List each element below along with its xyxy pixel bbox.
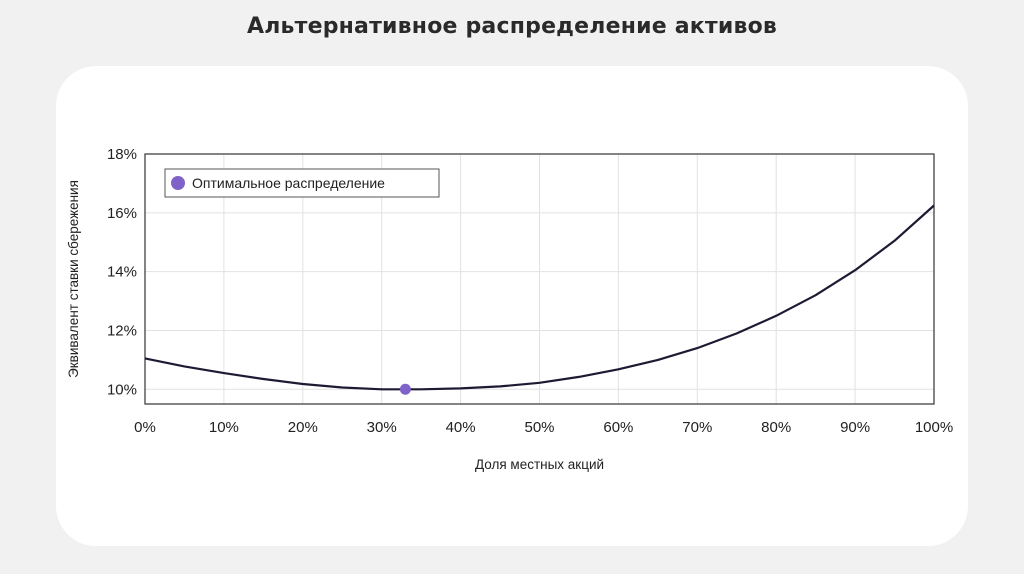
x-tick-label: 90% (840, 419, 870, 436)
y-tick-label: 16% (107, 205, 137, 222)
y-tick-labels: 10% 12% 14% 16% 18% (107, 146, 137, 398)
x-tick-label: 80% (761, 419, 791, 436)
x-tick-label: 10% (209, 419, 239, 436)
chart-card (56, 66, 968, 546)
x-tick-label: 30% (367, 419, 397, 436)
y-tick-label: 18% (107, 146, 137, 163)
y-tick-label: 14% (107, 264, 137, 281)
x-tick-label: 100% (915, 419, 953, 436)
optimal-point-marker (399, 383, 411, 395)
x-tick-label: 50% (524, 419, 554, 436)
slide-title: Альтернативное распределение активов (246, 14, 778, 39)
legend-marker (171, 176, 185, 190)
x-axis-title: Доля местных акций (475, 457, 604, 472)
legend-label: Оптимальное распределение (192, 175, 385, 191)
plot-frame (144, 153, 935, 405)
legend-box (164, 168, 440, 198)
x-tick-labels: 0% 10% 20% 30% 40% 50% 60% 70% 80% 90% 100% (134, 419, 953, 436)
x-tick-label: 20% (288, 419, 318, 436)
x-tick-label: 60% (603, 419, 633, 436)
x-tick-label: 40% (446, 419, 476, 436)
series-group (144, 204, 935, 395)
x-tick-label: 0% (134, 419, 156, 436)
legend: Оптимальное распределение (164, 168, 440, 198)
y-tick-label: 12% (107, 322, 137, 339)
y-tick-label: 10% (107, 381, 137, 398)
y-axis-title: Эквивалент ставки сбережения (66, 180, 81, 378)
series-line (144, 204, 935, 391)
x-tick-label: 70% (682, 419, 712, 436)
